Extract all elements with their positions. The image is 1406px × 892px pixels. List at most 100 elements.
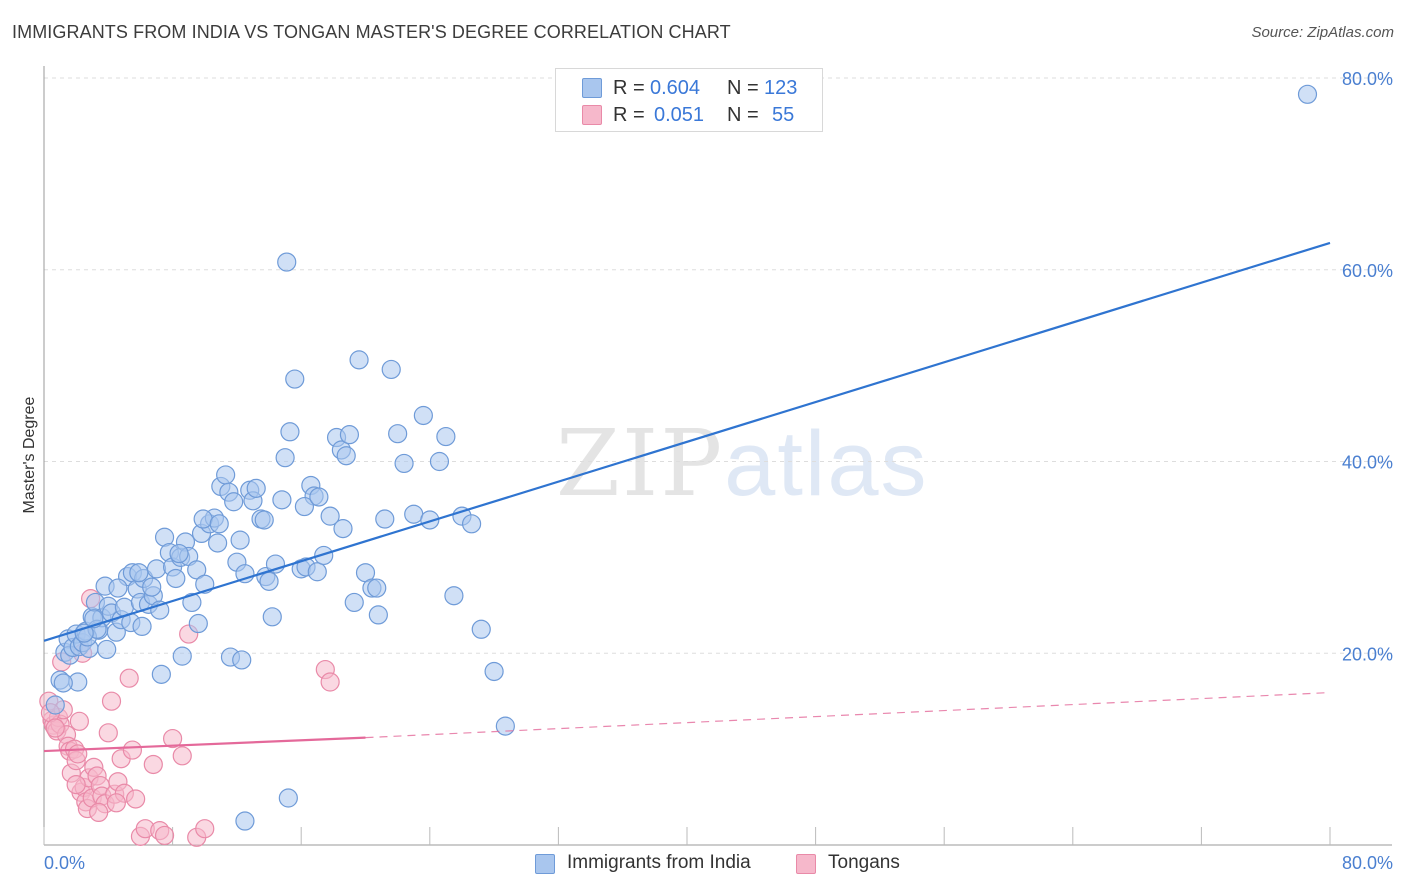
tongans-point <box>172 746 192 766</box>
india-point <box>320 506 340 526</box>
x-tick-label: 0.0% <box>44 853 85 873</box>
tongans-point <box>98 723 118 743</box>
india-point <box>368 605 388 625</box>
y-axis-label: Master's Degree <box>21 396 38 513</box>
india-point <box>436 426 456 447</box>
tongans-point <box>122 740 143 760</box>
india-point <box>132 616 152 637</box>
india-swatch <box>582 78 602 98</box>
x-tick-label: 80.0% <box>1342 853 1393 873</box>
india-point <box>169 543 189 564</box>
india-point <box>246 478 266 498</box>
india-point <box>280 422 300 442</box>
india-point <box>235 811 255 831</box>
tick-labels: 20.0% 40.0% 60.0% 80.0% 0.0% 80.0% <box>44 69 1393 873</box>
tongans-point <box>69 711 89 731</box>
india-point <box>129 563 149 583</box>
legend-n-label: N = <box>727 77 759 99</box>
legend-label-india: Immigrants from India <box>567 852 751 873</box>
legend-label-tongans: Tongans <box>828 852 900 873</box>
tongans-point <box>163 728 183 749</box>
india-point <box>1297 84 1318 104</box>
tongans-point <box>68 744 88 764</box>
tongans-point <box>101 691 122 711</box>
india-points <box>45 84 1318 831</box>
legend-row-tongans: R = 0.051 N = 55 <box>556 102 822 128</box>
tongans-point <box>195 819 215 839</box>
india-point <box>495 716 515 736</box>
india-point <box>216 465 236 485</box>
legend-n-value: 123 <box>764 77 798 99</box>
india-point <box>45 695 65 715</box>
tongans-point <box>66 774 86 795</box>
india-point <box>53 673 73 693</box>
legend-n-value: 55 <box>772 104 795 126</box>
india-point <box>146 559 167 579</box>
india-point <box>444 586 464 606</box>
india-point <box>97 639 117 660</box>
legend-r-label: R = <box>613 104 645 126</box>
india-point <box>182 592 202 613</box>
india-point <box>381 359 401 380</box>
tongans-point <box>320 672 340 692</box>
india-point <box>172 646 192 666</box>
india-point <box>277 252 297 272</box>
india-point <box>278 788 298 808</box>
legend-r-value: 0.051 <box>654 104 705 126</box>
tongans-point <box>106 793 126 813</box>
india-point <box>193 509 213 529</box>
legend-row-india: R = 0.604 N = 123 <box>556 75 822 101</box>
india-point <box>259 571 279 591</box>
source-credit: Source: ZipAtlas.com <box>1251 24 1394 41</box>
tongans-swatch <box>582 105 602 125</box>
india-point <box>232 650 252 670</box>
tongans-point <box>154 825 175 846</box>
axes <box>43 66 1392 846</box>
india-point <box>262 607 282 627</box>
watermark-atlas: atlas <box>724 413 929 515</box>
tongans-point <box>119 668 139 688</box>
india-point <box>349 350 369 370</box>
india-point <box>375 509 395 529</box>
india-point <box>151 664 171 684</box>
india-point <box>367 578 387 598</box>
tongans-trend-line-solid <box>43 736 366 753</box>
india-point <box>188 613 208 634</box>
india-point <box>429 451 450 472</box>
legend-n-label: N = <box>727 104 759 126</box>
india-point <box>275 448 295 468</box>
india-swatch <box>535 854 555 874</box>
tongans-point <box>143 754 163 775</box>
india-point <box>333 519 353 539</box>
india-point <box>285 369 305 389</box>
legend-r-label: R = <box>613 77 645 99</box>
india-point <box>484 661 504 682</box>
tongans-point <box>45 718 65 738</box>
india-point <box>166 568 186 589</box>
india-point <box>336 446 356 466</box>
tongans-point <box>89 802 109 823</box>
chart-title: IMMIGRANTS FROM INDIA VS TONGAN MASTER'S… <box>12 22 731 42</box>
india-point <box>420 510 440 530</box>
india-point <box>394 453 414 474</box>
y-tick-label: 60.0% <box>1342 261 1393 281</box>
india-point <box>471 619 491 639</box>
india-point <box>307 562 327 582</box>
india-point <box>339 425 360 445</box>
india-point <box>254 510 274 530</box>
watermark: ZIPatlas <box>556 410 929 517</box>
india-point <box>294 496 315 517</box>
y-tick-label: 40.0% <box>1342 453 1393 473</box>
trend-lines <box>43 241 1331 753</box>
india-point <box>187 560 207 580</box>
watermark-zip: ZIP <box>556 410 725 517</box>
y-tick-label: 80.0% <box>1342 69 1393 89</box>
india-point <box>404 504 424 524</box>
india-point <box>388 424 408 444</box>
india-point <box>142 577 162 597</box>
india-point <box>461 514 482 534</box>
india-point <box>413 405 433 426</box>
y-tick-label: 20.0% <box>1342 644 1393 664</box>
correlation-legend: R = 0.604 N = 123 R = 0.051 N = 55 <box>555 68 823 132</box>
